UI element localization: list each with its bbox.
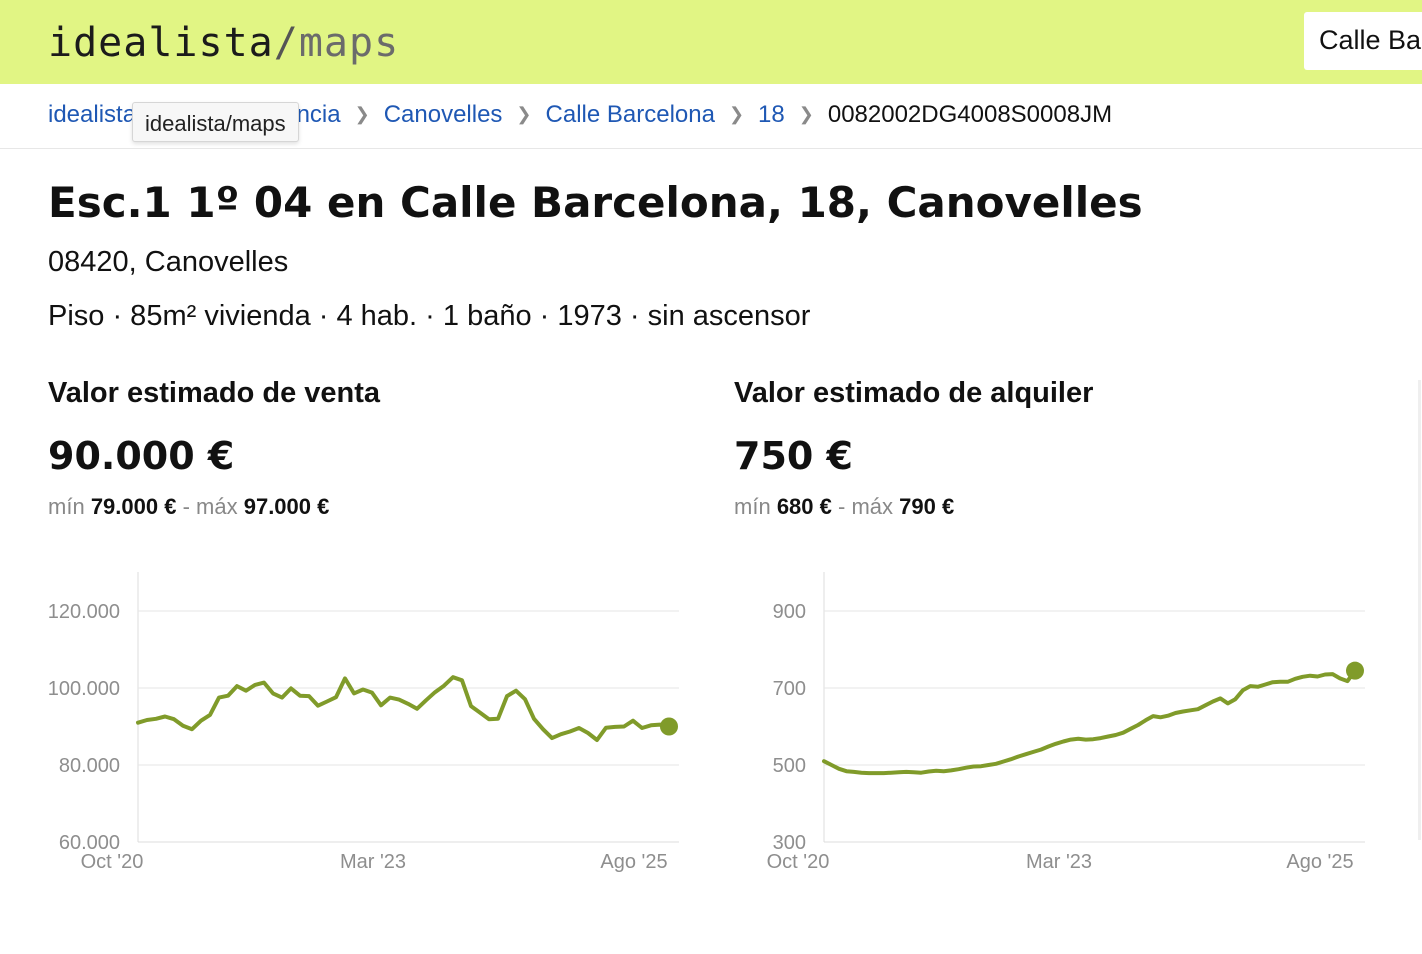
rent-range: mín 680 € - máx 790 € (734, 494, 954, 520)
rent-max: 790 € (899, 494, 955, 519)
property-address: 08420, Canovelles (48, 246, 289, 278)
y-tick-label: 100.000 (48, 678, 120, 700)
breadcrumb-item-referencia-catastral: 0082002DG4008S0008JM (827, 100, 1113, 128)
breadcrumb-item-numero[interactable]: 18 (758, 100, 785, 128)
address-search-input[interactable]: Calle Ba (1304, 12, 1422, 70)
chevron-right-icon: ❯ (728, 104, 745, 125)
rent-dash: - (838, 494, 846, 519)
sale-max: 97.000 € (243, 494, 330, 519)
y-tick-label: 500 (773, 755, 806, 777)
x-tick-label: Ago '25 (1286, 851, 1353, 873)
x-tick-label: Mar '23 (340, 851, 406, 873)
sale-dash: - (182, 494, 190, 519)
scrollbar-track[interactable] (1418, 380, 1421, 840)
sale-max-label: máx (196, 494, 238, 519)
latest-point-marker (660, 717, 678, 736)
x-tick-label: Ago '25 (600, 851, 667, 873)
logo-product: maps (298, 20, 400, 66)
header-divider (0, 148, 1422, 149)
chevron-right-icon: ❯ (516, 104, 532, 125)
logo-slash: / (273, 20, 299, 66)
rent-heading: Valor estimado de alquiler (734, 377, 1094, 409)
chevron-right-icon: ❯ (798, 104, 814, 125)
top-bar: idealista/maps Calle Ba (0, 0, 1422, 84)
rent-min-label: mín (734, 494, 771, 519)
latest-point-marker (1346, 661, 1364, 680)
chevron-right-icon: ❯ (354, 104, 370, 125)
sale-min-label: mín (48, 494, 85, 519)
y-tick-label: 60.000 (59, 832, 120, 854)
idealista-maps-logo[interactable]: idealista/maps (48, 20, 399, 66)
tooltip: idealista/maps (132, 102, 299, 142)
breadcrumb-item-idealista[interactable]: idealista (48, 100, 137, 128)
logo-brand: idealista (48, 20, 274, 66)
breadcrumb-item-calle[interactable]: Calle Barcelona (545, 100, 715, 128)
sale-range: mín 79.000 € - máx 97.000 € (48, 494, 329, 520)
sale-value: 90.000 € (48, 434, 235, 478)
breadcrumb-item-municipio[interactable]: Canovelles (383, 100, 503, 128)
x-tick-label: Oct '20 (81, 851, 144, 873)
sale-heading: Valor estimado de venta (48, 377, 381, 409)
y-tick-label: 900 (773, 601, 806, 623)
rent-max-label: máx (851, 494, 894, 519)
x-tick-label: Oct '20 (767, 851, 830, 873)
y-tick-label: 80.000 (59, 755, 120, 777)
series-line (822, 668, 1357, 776)
rent-min: 680 € (776, 494, 832, 519)
y-tick-label: 120.000 (48, 601, 120, 623)
sale-min: 79.000 € (90, 494, 177, 519)
y-tick-label: 700 (773, 678, 806, 700)
series-line (136, 675, 671, 742)
rent-value: 750 € (734, 434, 853, 478)
property-features: Piso · 85m² vivienda · 4 hab. · 1 baño ·… (48, 300, 811, 332)
y-tick-label: 300 (773, 832, 806, 854)
page-title: Esc.1 1º 04 en Calle Barcelona, 18, Cano… (48, 178, 1143, 227)
x-tick-label: Mar '23 (1026, 851, 1092, 873)
